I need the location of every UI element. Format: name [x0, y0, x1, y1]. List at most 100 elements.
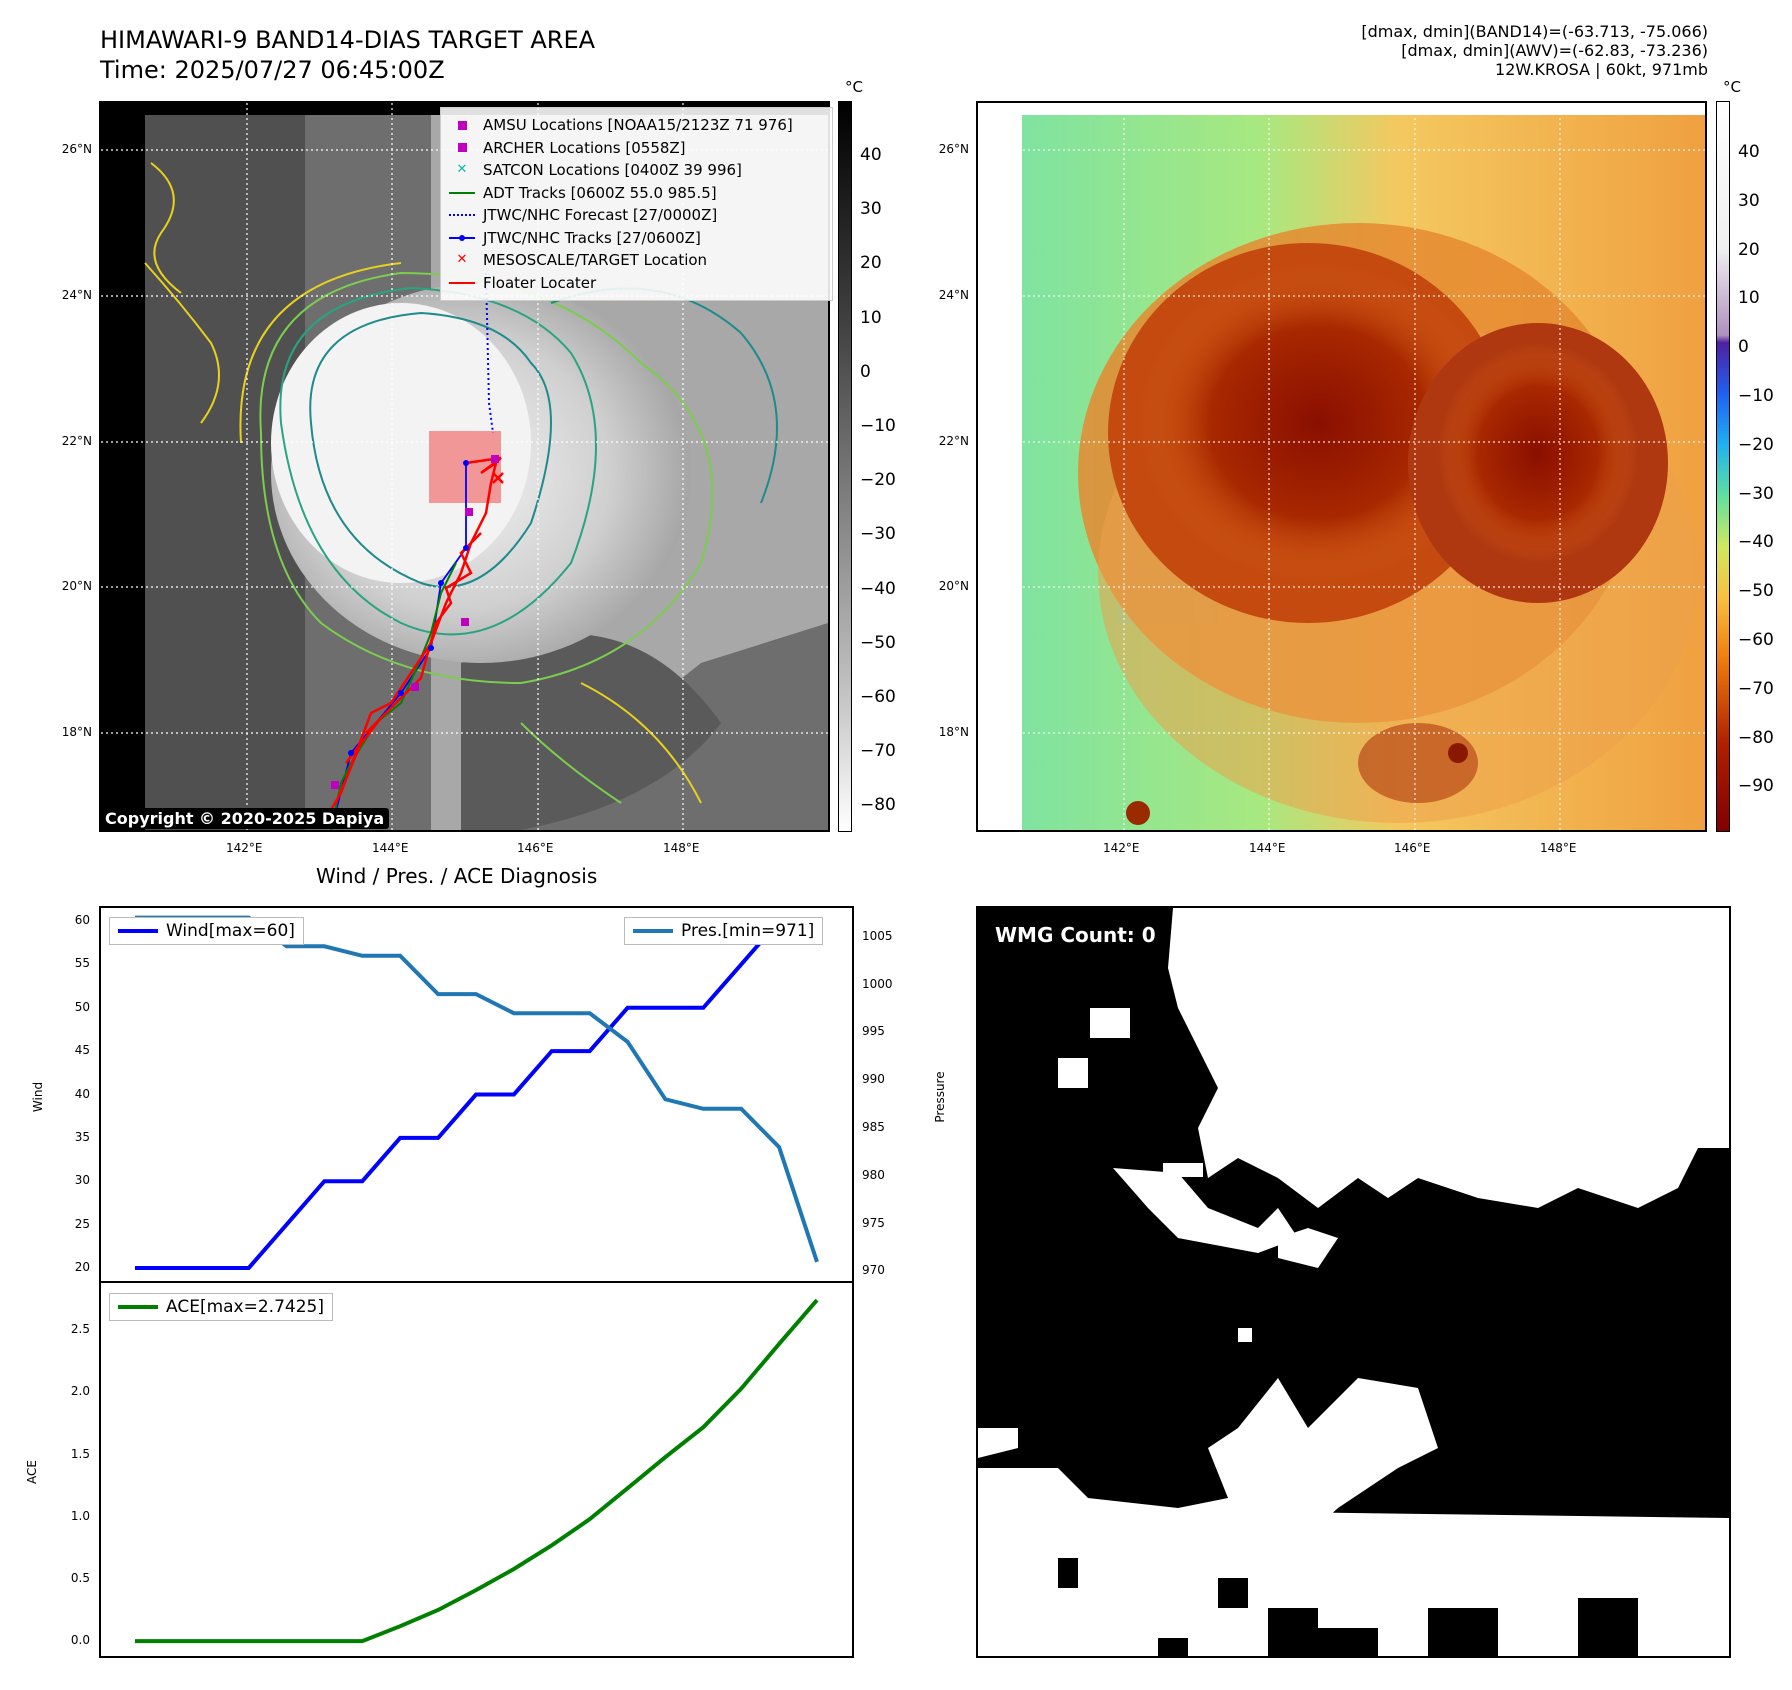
legend-item-forecast: JTWC/NHC Forecast [27/0000Z] — [449, 204, 824, 227]
colorbar-tick: −50 — [1738, 581, 1774, 602]
figure-info: [dmax, dmin](BAND14)=(-63.713, -75.066) … — [1361, 22, 1708, 79]
ace-legend-label: ACE[max=2.7425] — [166, 1297, 324, 1317]
y-tick-label: 970 — [862, 1263, 885, 1278]
line-marker-icon — [449, 186, 475, 200]
wind-pressure-plot — [135, 915, 819, 1270]
colorbar-tick: −40 — [1738, 532, 1774, 553]
colorbar-tick: −10 — [860, 416, 896, 436]
colorbar-tick: −40 — [860, 578, 896, 599]
pressure-legend: Pres.[min=971] — [624, 917, 824, 945]
pressure-legend-line — [633, 929, 673, 933]
colorbar-tick: 10 — [1738, 288, 1760, 309]
y-tick-label: 45 — [74, 1043, 90, 1058]
line-marker-icon — [449, 276, 475, 290]
awv-map-image — [978, 103, 1705, 830]
colorbar-tick: 20 — [860, 253, 882, 274]
colorbar-tick: −30 — [860, 524, 896, 545]
cbar-right — [1716, 101, 1730, 832]
lon-tick: 148°E — [1540, 841, 1577, 855]
legend-item-floater: Floater Locater — [449, 272, 824, 295]
dotted-line-icon — [449, 208, 475, 222]
wind-legend-line — [118, 929, 158, 933]
legend-item-amsu: AMSU Locations [NOAA15/2123Z 71 976] — [449, 114, 824, 137]
x-marker-icon: ✕ — [456, 252, 468, 267]
ace-panel — [99, 1281, 854, 1658]
colorbar-tick: −10 — [1738, 386, 1774, 406]
wmg-count-badge: WMG Count: 0 — [988, 920, 1163, 950]
colorbar-tick: −60 — [1738, 630, 1774, 650]
colorbar-tick: 10 — [860, 307, 882, 328]
cbar-left — [838, 101, 852, 832]
colorbar-tick: −20 — [860, 470, 896, 491]
colorbar-tick: 30 — [860, 199, 882, 220]
colorbar-tick: 0 — [860, 361, 871, 382]
lon-tick: 148°E — [663, 841, 700, 855]
map-legend: AMSU Locations [NOAA15/2123Z 71 976] ARC… — [440, 107, 833, 301]
pressure-legend-label: Pres.[min=971] — [681, 921, 815, 941]
lat-tick: 20°N — [938, 579, 969, 593]
y-tick-label: 40 — [74, 1086, 90, 1101]
chart-title: Wind / Pres. / ACE Diagnosis — [316, 864, 598, 888]
dot-line-icon — [449, 231, 475, 245]
square-marker-icon — [449, 141, 475, 155]
y-tick-label: 1005 — [862, 928, 893, 943]
colorbar-tick: 40 — [860, 145, 882, 165]
y-tick-label: 1.5 — [70, 1446, 90, 1461]
cbar-left-unit: °C — [845, 78, 863, 96]
wmg-panel — [976, 906, 1731, 1658]
colorbar-tick: −70 — [1738, 678, 1774, 699]
ace-legend: ACE[max=2.7425] — [109, 1293, 333, 1321]
colorbar-tick: −50 — [860, 632, 896, 653]
y-tick-label: 2.5 — [70, 1322, 90, 1337]
colorbar-tick: −80 — [1738, 727, 1774, 748]
colorbar-tick: 20 — [1738, 239, 1760, 260]
lat-tick: 22°N — [61, 434, 92, 448]
lat-tick: 26°N — [938, 142, 969, 156]
lat-tick: 24°N — [61, 288, 92, 302]
colorbar-tick: −90 — [1738, 776, 1774, 797]
lat-tick: 20°N — [61, 579, 92, 593]
colorbar-tick: −70 — [860, 741, 896, 762]
y-tick-label: 20 — [74, 1259, 90, 1274]
info-awv: [dmax, dmin](AWV)=(-62.83, -73.236) — [1401, 41, 1708, 60]
y-tick-label: 0.5 — [70, 1570, 90, 1585]
colorbar-tick: 30 — [1738, 190, 1760, 211]
x-marker-icon: ✕ — [456, 162, 468, 177]
y-tick-label: 55 — [74, 956, 90, 971]
y-tick-label: 60 — [74, 913, 90, 927]
y-tick-label: 990 — [862, 1072, 885, 1087]
lon-tick: 144°E — [1249, 841, 1286, 855]
y-tick-label: 25 — [74, 1216, 90, 1231]
y-tick-label: 975 — [862, 1215, 885, 1230]
pressure-series-line — [135, 915, 819, 1263]
colorbar-tick: 40 — [1738, 142, 1760, 162]
lon-tick: 146°E — [1394, 841, 1431, 855]
y-tick-label: 995 — [862, 1024, 885, 1039]
colorbar-tick: −30 — [1738, 483, 1774, 504]
y-tick-label: 1000 — [862, 976, 893, 991]
info-band14: [dmax, dmin](BAND14)=(-63.713, -75.066) — [1361, 22, 1708, 41]
cbar-right-unit: °C — [1723, 78, 1741, 96]
legend-item-archer: ARCHER Locations [0558Z] — [449, 137, 824, 160]
y-tick-label: 50 — [74, 999, 90, 1014]
legend-item-target: ✕ MESOSCALE/TARGET Location — [449, 249, 824, 272]
y-tick-label: 35 — [74, 1129, 90, 1144]
wind-legend-label: Wind[max=60] — [166, 921, 295, 941]
info-storm: 12W.KROSA | 60kt, 971mb — [1495, 60, 1708, 79]
lat-tick: 24°N — [938, 288, 969, 302]
wind-legend: Wind[max=60] — [109, 917, 304, 945]
copyright-label: Copyright © 2020-2025 Dapiya — [100, 808, 390, 829]
ace-legend-line — [118, 1305, 158, 1309]
awv-map-panel — [976, 101, 1707, 832]
figure-time: Time: 2025/07/27 06:45:00Z — [100, 56, 445, 84]
ace-series-line — [135, 1298, 819, 1644]
y-tick-label: 30 — [74, 1173, 90, 1188]
y-tick-label: 2.0 — [70, 1384, 90, 1399]
lon-tick: 144°E — [372, 841, 409, 855]
ace-plot — [135, 1298, 819, 1644]
wind-axis-label: Wind — [31, 1081, 45, 1113]
colorbar-tick: −20 — [1738, 434, 1774, 455]
colorbar-tick: −80 — [860, 795, 896, 816]
lat-tick: 18°N — [61, 725, 92, 739]
legend-item-tracks: JTWC/NHC Tracks [27/0600Z] — [449, 227, 824, 250]
